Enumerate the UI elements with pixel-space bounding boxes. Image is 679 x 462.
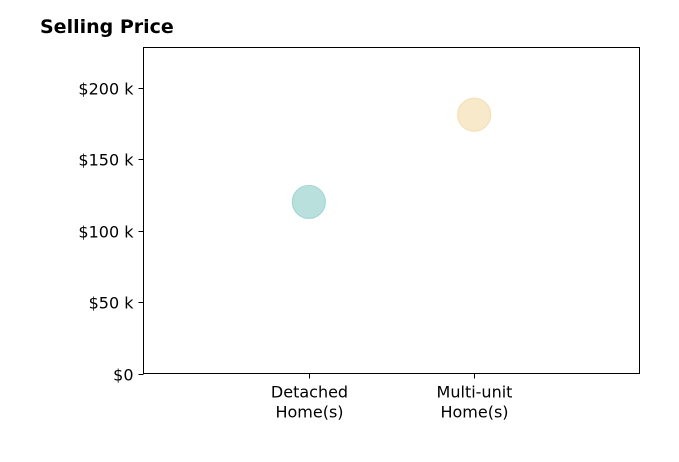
data-point	[457, 97, 492, 132]
data-points	[291, 97, 492, 220]
y-axis: $0 $50 k $100 k $150 k $200 k	[78, 80, 144, 385]
y-tick-label: $200 k	[78, 80, 134, 99]
y-tick-label: $100 k	[78, 223, 134, 242]
x-tick-label: Multi-unit Home(s)	[437, 383, 513, 422]
y-tick-label: $50 k	[89, 294, 135, 313]
y-tick-label: $150 k	[78, 151, 134, 170]
chart-title: Selling Price	[40, 16, 174, 38]
y-tick-label: $0	[113, 366, 133, 385]
x-axis: Detached Home(s) Multi-unit Home(s)	[271, 373, 513, 422]
plot-frame	[143, 47, 640, 374]
x-tick-label: Detached Home(s)	[271, 383, 348, 422]
data-point	[291, 184, 326, 220]
